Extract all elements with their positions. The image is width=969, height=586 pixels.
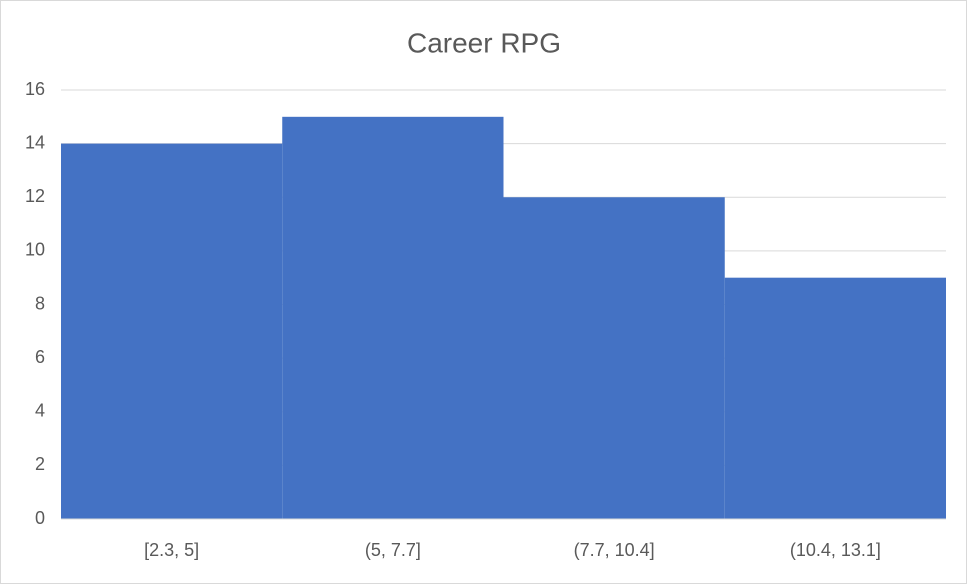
y-tick-label: 0 <box>35 508 45 528</box>
y-tick-label: 12 <box>25 186 45 206</box>
bar <box>282 116 504 519</box>
x-tick-label: (10.4, 13.1] <box>790 540 881 560</box>
y-tick-label: 8 <box>35 293 45 313</box>
y-tick-label: 4 <box>35 401 45 421</box>
x-tick-label: (5, 7.7] <box>365 540 421 560</box>
y-tick-label: 16 <box>25 79 45 99</box>
x-tick-label: [2.3, 5] <box>144 540 199 560</box>
bar <box>503 197 725 519</box>
y-tick-label: 2 <box>35 454 45 474</box>
bar <box>724 277 946 519</box>
y-tick-label: 6 <box>35 347 45 367</box>
y-tick-label: 14 <box>25 132 45 152</box>
y-tick-label: 10 <box>25 240 45 260</box>
bar <box>61 143 283 519</box>
x-tick-label: (7.7, 10.4] <box>574 540 655 560</box>
chart-title: Career RPG <box>407 27 561 58</box>
